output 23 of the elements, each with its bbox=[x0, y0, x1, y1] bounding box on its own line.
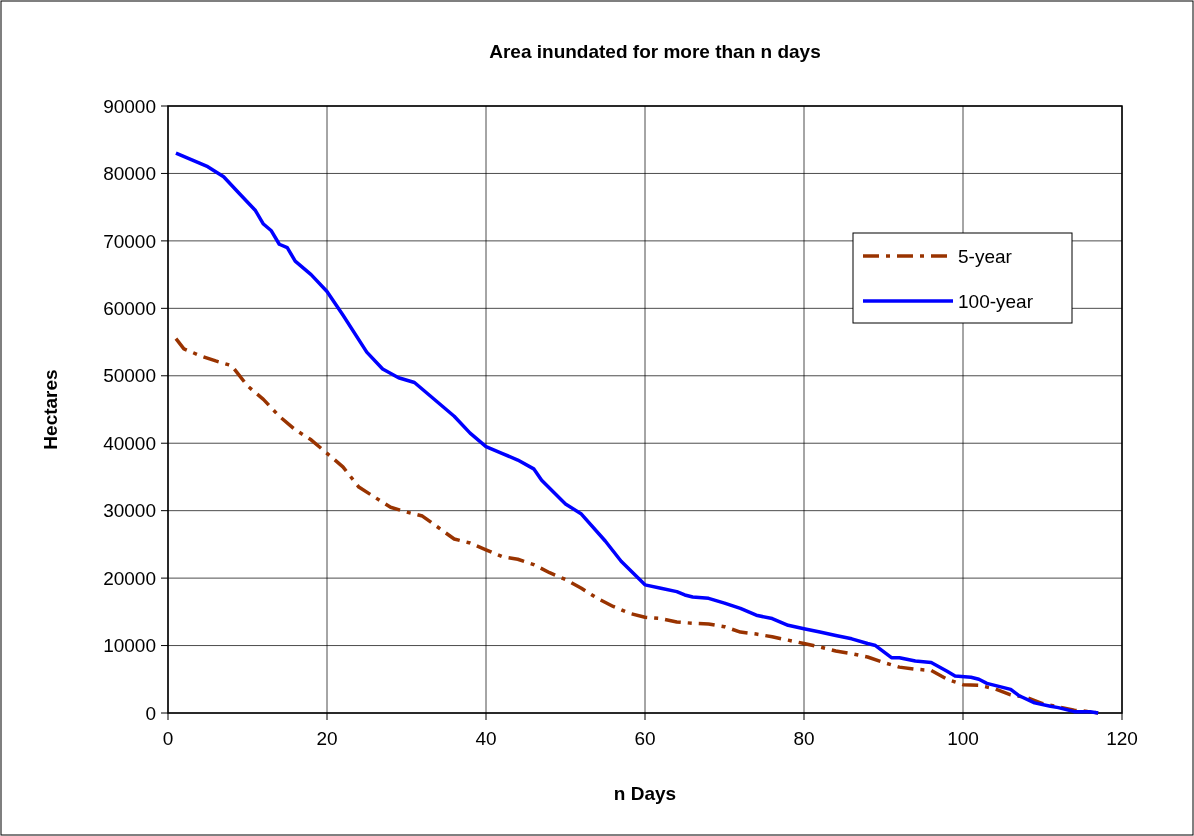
x-tick-label: 0 bbox=[162, 728, 174, 749]
x-tick-label: 20 bbox=[316, 728, 338, 749]
x-tick-label: 40 bbox=[475, 728, 497, 749]
y-tick-label: 0 bbox=[145, 702, 156, 724]
y-tick-label: 50000 bbox=[103, 365, 156, 387]
x-tick-label: 60 bbox=[634, 728, 656, 749]
y-tick-label: 10000 bbox=[103, 635, 156, 657]
y-tick-label: 80000 bbox=[103, 163, 156, 185]
y-tick-label: 90000 bbox=[103, 95, 156, 117]
y-tick-label: 40000 bbox=[103, 432, 156, 454]
y-tick-label: 60000 bbox=[103, 297, 156, 319]
legend-label: 5-year bbox=[958, 245, 1013, 267]
y-tick-label: 30000 bbox=[103, 500, 156, 522]
x-axis-title: n Days bbox=[613, 783, 677, 804]
y-tick-label: 20000 bbox=[103, 567, 156, 589]
y-tick-label: 70000 bbox=[103, 230, 156, 252]
x-tick-label: 120 bbox=[1106, 728, 1138, 749]
line-series bbox=[174, 151, 1100, 715]
x-tick-label: 80 bbox=[793, 728, 815, 749]
legend-label: 100-year bbox=[958, 290, 1034, 312]
chart-title: Area inundated for more than n days bbox=[489, 41, 821, 62]
y-axis-title: Hectares bbox=[40, 369, 61, 450]
x-tick-label: 100 bbox=[947, 728, 979, 749]
